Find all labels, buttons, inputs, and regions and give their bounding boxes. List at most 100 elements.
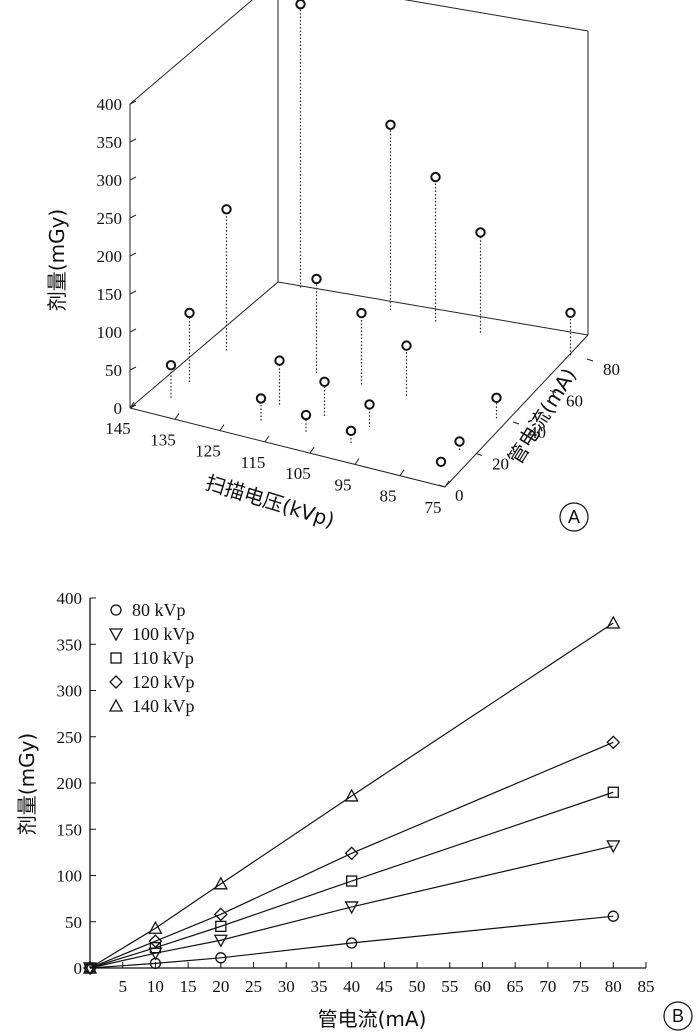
chart-a-z-tick-label: 250 bbox=[97, 209, 123, 228]
chart-b-series-line bbox=[89, 845, 614, 969]
chart-b-series-3 bbox=[83, 735, 621, 975]
chart-b-series-4 bbox=[82, 615, 621, 974]
chart-a-z-tick-mark bbox=[129, 100, 137, 105]
chart-b-x-tick-label: 30 bbox=[278, 977, 295, 996]
chart-a-z-tick-mark bbox=[129, 176, 137, 181]
chart-a-ticks: 0501001502002503003504001451351251151059… bbox=[97, 95, 621, 517]
chart-a-point bbox=[165, 360, 177, 371]
chart-a-points bbox=[165, 0, 576, 468]
chart-a-point bbox=[184, 307, 195, 319]
chart-b-series-line bbox=[89, 741, 614, 969]
chart-a-x-tick-label: 75 bbox=[425, 498, 442, 517]
chart-a-z-tick-label: 0 bbox=[114, 399, 123, 418]
chart-a-y-tick-mark bbox=[549, 390, 557, 393]
chart-a-point bbox=[295, 0, 306, 10]
chart-a-floor-edge bbox=[277, 281, 589, 336]
chart-b-x-tick-label: 65 bbox=[507, 977, 524, 996]
chart-a-x-tick-mark bbox=[264, 435, 270, 443]
chart-a-y-tick-mark bbox=[438, 484, 446, 488]
chart-b-legend-label: 110 kVp bbox=[132, 648, 194, 668]
chart-a-zlabel: 剂量(mGy) bbox=[45, 209, 69, 311]
chart-a-z-tick-label: 150 bbox=[97, 285, 123, 304]
chart-b-point bbox=[345, 937, 358, 949]
chart-b-legend: 80 kVp 100 kVp 110 kVp 120 kVp 140 kVp bbox=[108, 600, 195, 716]
chart-b-ticks: 0 50 100 150 200 250 300 350 400 5 10 15 20 25 30 35 40 4… bbox=[57, 589, 655, 996]
chart-b-point bbox=[607, 910, 619, 922]
chart-b-x-tick-label: 60 bbox=[474, 977, 491, 996]
chart-b-x-tick-label: 55 bbox=[441, 977, 458, 996]
chart-a-z-tick-label: 350 bbox=[97, 133, 123, 152]
chart-a-z-tick-label: 200 bbox=[97, 247, 123, 266]
chart-a-xlabel: 扫描电压(kVp) bbox=[203, 470, 338, 532]
chart-a-point bbox=[255, 393, 267, 404]
chart-a-floor-edge bbox=[444, 334, 589, 488]
chart-a-z-tick-label: 100 bbox=[97, 323, 123, 342]
chart-b-y-tick-label: 250 bbox=[57, 728, 83, 747]
chart-a-z-tick-mark bbox=[129, 252, 137, 257]
chart-a-x-tick-mark bbox=[399, 469, 405, 476]
chart-b-x-tick-label: 85 bbox=[638, 977, 655, 996]
chart-a-y-tick-label: 0 bbox=[455, 486, 464, 505]
chart-a-point bbox=[401, 340, 412, 351]
chart-b-point bbox=[215, 952, 227, 964]
chart-a-point bbox=[311, 273, 322, 285]
chart-b-point bbox=[213, 907, 228, 922]
chart-b-x-tick-label: 80 bbox=[605, 977, 622, 996]
chart-b-series-line bbox=[89, 915, 614, 969]
chart-a-z-tick-mark bbox=[129, 328, 137, 333]
chart-a-x-tick-label: 145 bbox=[105, 419, 131, 438]
chart-a-z-tick-label: 300 bbox=[97, 171, 123, 190]
chart-b-x-tick-label: 35 bbox=[310, 977, 327, 996]
chart-b-legend-marker bbox=[110, 604, 122, 616]
chart-a-z-tick-mark bbox=[129, 138, 137, 143]
chart-b-legend-label: 120 kVp bbox=[132, 672, 195, 692]
chart-b-point bbox=[344, 846, 359, 861]
chart-b-xlabel: 管电流(mA) bbox=[318, 1007, 427, 1031]
chart-b-legend-marker bbox=[108, 698, 124, 712]
chart-b-point bbox=[149, 941, 162, 954]
chart-a-x-tick-mark bbox=[309, 446, 315, 454]
chart-a-floor-edge bbox=[129, 281, 279, 409]
chart-a-x-tick-label: 135 bbox=[150, 430, 176, 449]
chart-b-point bbox=[148, 920, 163, 934]
chart-b-point bbox=[606, 840, 621, 854]
chart-a-y-tick-mark bbox=[512, 421, 520, 425]
chart-a-z-tick-mark bbox=[129, 214, 137, 219]
chart-a-point bbox=[430, 171, 441, 183]
chart-b-x-tick-label: 25 bbox=[245, 977, 262, 996]
chart-b-point bbox=[213, 934, 228, 948]
chart-a-panel-label: A bbox=[568, 507, 580, 527]
chart-a-top-edge bbox=[129, 0, 253, 105]
chart-b-y-tick-label: 400 bbox=[57, 589, 83, 608]
chart-b-x-tick-label: 50 bbox=[409, 977, 426, 996]
chart-a-x-tick-mark bbox=[354, 458, 360, 465]
chart-b-y-tick-label: 100 bbox=[57, 867, 83, 886]
chart-b-ylabel: 剂量(mGy) bbox=[15, 733, 39, 835]
chart-a-point bbox=[364, 399, 375, 410]
chart-a-y-tick-mark bbox=[475, 453, 483, 456]
chart-a-point bbox=[356, 307, 367, 319]
chart-b-x-tick-label: 15 bbox=[180, 977, 197, 996]
chart-b-series-line bbox=[89, 622, 614, 969]
chart-a-y-tick-label: 60 bbox=[566, 392, 583, 411]
chart-a-z-tick-mark bbox=[129, 404, 137, 409]
chart-a-y-tick-label: 20 bbox=[492, 455, 509, 474]
chart-a-panel-badge bbox=[559, 502, 589, 532]
chart-b-panel-badge bbox=[663, 1001, 693, 1031]
chart-b-x-tick-label: 5 bbox=[118, 977, 127, 996]
chart-a-box bbox=[129, 0, 589, 488]
chart-a-point bbox=[274, 355, 285, 366]
chart-b-series-line bbox=[89, 791, 614, 969]
chart-a-x-tick-label: 95 bbox=[335, 475, 352, 494]
chart-b-line-chart: 0 50 100 150 200 250 300 350 400 5 10 15 20 25 30 35 40 4… bbox=[15, 589, 693, 1031]
chart-a-x-tick-mark bbox=[174, 413, 180, 420]
chart-b-legend-marker bbox=[110, 652, 122, 664]
chart-a-point bbox=[385, 119, 396, 130]
chart-a-point bbox=[491, 392, 502, 404]
chart-a-z-tick-mark bbox=[129, 366, 137, 371]
chart-b-point bbox=[215, 920, 227, 933]
chart-b-point bbox=[213, 876, 228, 890]
chart-a-z-tick-label: 400 bbox=[97, 95, 123, 114]
chart-b-legend-marker bbox=[108, 628, 124, 642]
chart-a-point bbox=[300, 409, 312, 421]
